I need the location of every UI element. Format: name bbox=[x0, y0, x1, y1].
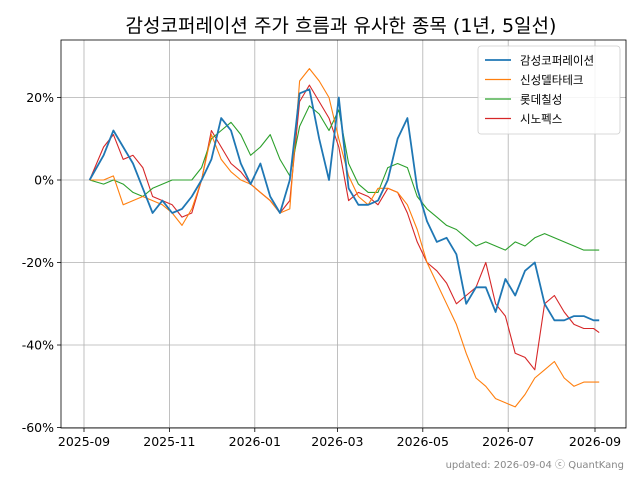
legend-label: 감성코퍼레이션 bbox=[520, 54, 594, 68]
x-tick-label: 2026-09 bbox=[569, 434, 621, 449]
y-tick-label: -60% bbox=[22, 420, 54, 435]
series-line-0 bbox=[88, 88, 600, 322]
y-tick-label: -40% bbox=[22, 338, 54, 353]
y-tick-label: -20% bbox=[22, 255, 54, 270]
series-line-3 bbox=[89, 84, 600, 371]
legend-label: 신성델타테크 bbox=[520, 73, 583, 87]
x-tick-label: 2026-07 bbox=[482, 434, 534, 449]
x-tick-label: 2025-09 bbox=[58, 434, 110, 449]
x-tick-label: 2026-01 bbox=[229, 434, 281, 449]
x-tick-label: 2025-11 bbox=[143, 434, 195, 449]
x-axis: 2025-09 2025-11 2026-01 2026-03 2026-05 2026-… bbox=[58, 428, 621, 449]
legend-label: 시노펙스 bbox=[520, 112, 562, 126]
plot-frame bbox=[60, 39, 627, 429]
legend-box bbox=[477, 45, 621, 135]
x-tick-label: 2026-03 bbox=[311, 434, 363, 449]
series-line-1 bbox=[89, 68, 600, 408]
legend-label: 롯데칠성 bbox=[520, 93, 562, 107]
series-line-2 bbox=[89, 105, 600, 251]
y-axis: 20% 0% -20% -40% -60% bbox=[22, 90, 61, 435]
y-tick-label: 20% bbox=[26, 90, 54, 105]
y-tick-label: 0% bbox=[34, 173, 54, 188]
chart-title: 감성코퍼레이션 주가 흐름과 유사한 종목 (1년, 5일선) bbox=[126, 15, 557, 37]
series-lines bbox=[88, 68, 600, 408]
footer-credit: updated: 2026-09-04 ⓒ QuantKang bbox=[446, 459, 624, 471]
x-tick-label: 2026-05 bbox=[397, 434, 449, 449]
